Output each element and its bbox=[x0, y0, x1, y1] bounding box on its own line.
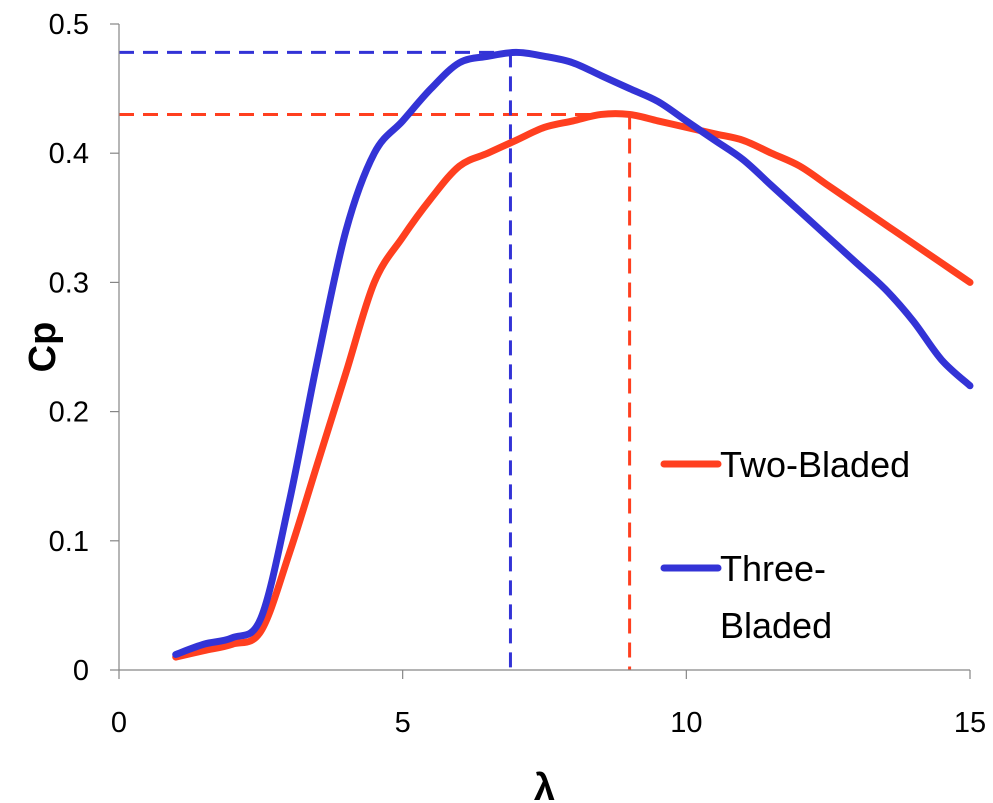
y-tick-label: 0 bbox=[73, 655, 89, 687]
y-tick-label: 0.4 bbox=[49, 138, 89, 170]
legend-label-three-bladed-line1: Three- bbox=[720, 548, 826, 589]
legend-entry-two-bladed: Two-Bladed bbox=[660, 444, 910, 485]
series-layer bbox=[172, 48, 974, 661]
y-axis-title: Cp bbox=[22, 322, 64, 373]
y-tick-label: 0.2 bbox=[49, 397, 89, 429]
y-tick-label: 0.5 bbox=[49, 9, 89, 41]
axes: 0 5 10 15 0 0.1 0.2 0.3 0.4 0.5 bbox=[49, 9, 986, 739]
legend-label-three-bladed-line2: Bladed bbox=[720, 605, 832, 646]
x-axis-ticks: 0 5 10 15 bbox=[111, 670, 986, 739]
series-line-three-bladed bbox=[172, 48, 974, 658]
x-tick-label: 5 bbox=[395, 707, 411, 739]
x-tick-label: 0 bbox=[111, 707, 127, 739]
x-tick-label: 10 bbox=[670, 707, 702, 739]
x-axis-title: λ bbox=[534, 767, 555, 803]
y-tick-label: 0.3 bbox=[49, 267, 89, 299]
legend-label-two-bladed: Two-Bladed bbox=[720, 444, 910, 485]
x-tick-label: 15 bbox=[954, 707, 986, 739]
legend: Two-Bladed Three- Bladed bbox=[660, 444, 910, 646]
series-line-two-bladed bbox=[172, 110, 974, 661]
y-axis-ticks: 0 0.1 0.2 0.3 0.4 0.5 bbox=[49, 9, 119, 687]
y-tick-label: 0.1 bbox=[49, 526, 89, 558]
peak-reference-lines bbox=[119, 50, 632, 670]
legend-entry-three-bladed: Three- Bladed bbox=[660, 548, 832, 646]
